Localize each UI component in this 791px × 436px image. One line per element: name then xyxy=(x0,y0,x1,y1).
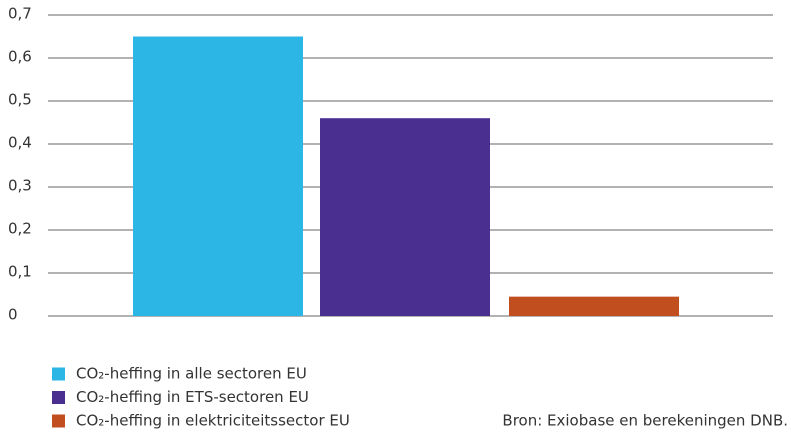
y-tick-label: 0,5 xyxy=(8,91,32,109)
bar xyxy=(320,118,490,316)
legend-label: CO₂-heffing in elektriciteitssector EU xyxy=(76,412,350,430)
source-note: Bron: Exiobase en berekeningen DNB. xyxy=(502,412,788,430)
legend-label: CO₂-heffing in ETS-sectoren EU xyxy=(76,388,309,406)
y-tick-label: 0,2 xyxy=(8,220,32,238)
bar xyxy=(133,36,303,316)
legend-swatch xyxy=(52,414,65,428)
y-tick-label: 0 xyxy=(8,306,18,324)
legend-label: CO₂-heffing in alle sectoren EU xyxy=(76,365,307,383)
y-tick-label: 0,7 xyxy=(8,5,32,23)
legend-swatch xyxy=(52,391,65,404)
y-tick-label: 0,4 xyxy=(8,134,32,152)
y-tick-label: 0,3 xyxy=(8,177,32,195)
legend-swatch xyxy=(52,367,65,381)
bar xyxy=(509,296,679,316)
y-tick-label: 0,6 xyxy=(8,48,32,66)
y-tick-label: 0,1 xyxy=(8,263,32,281)
